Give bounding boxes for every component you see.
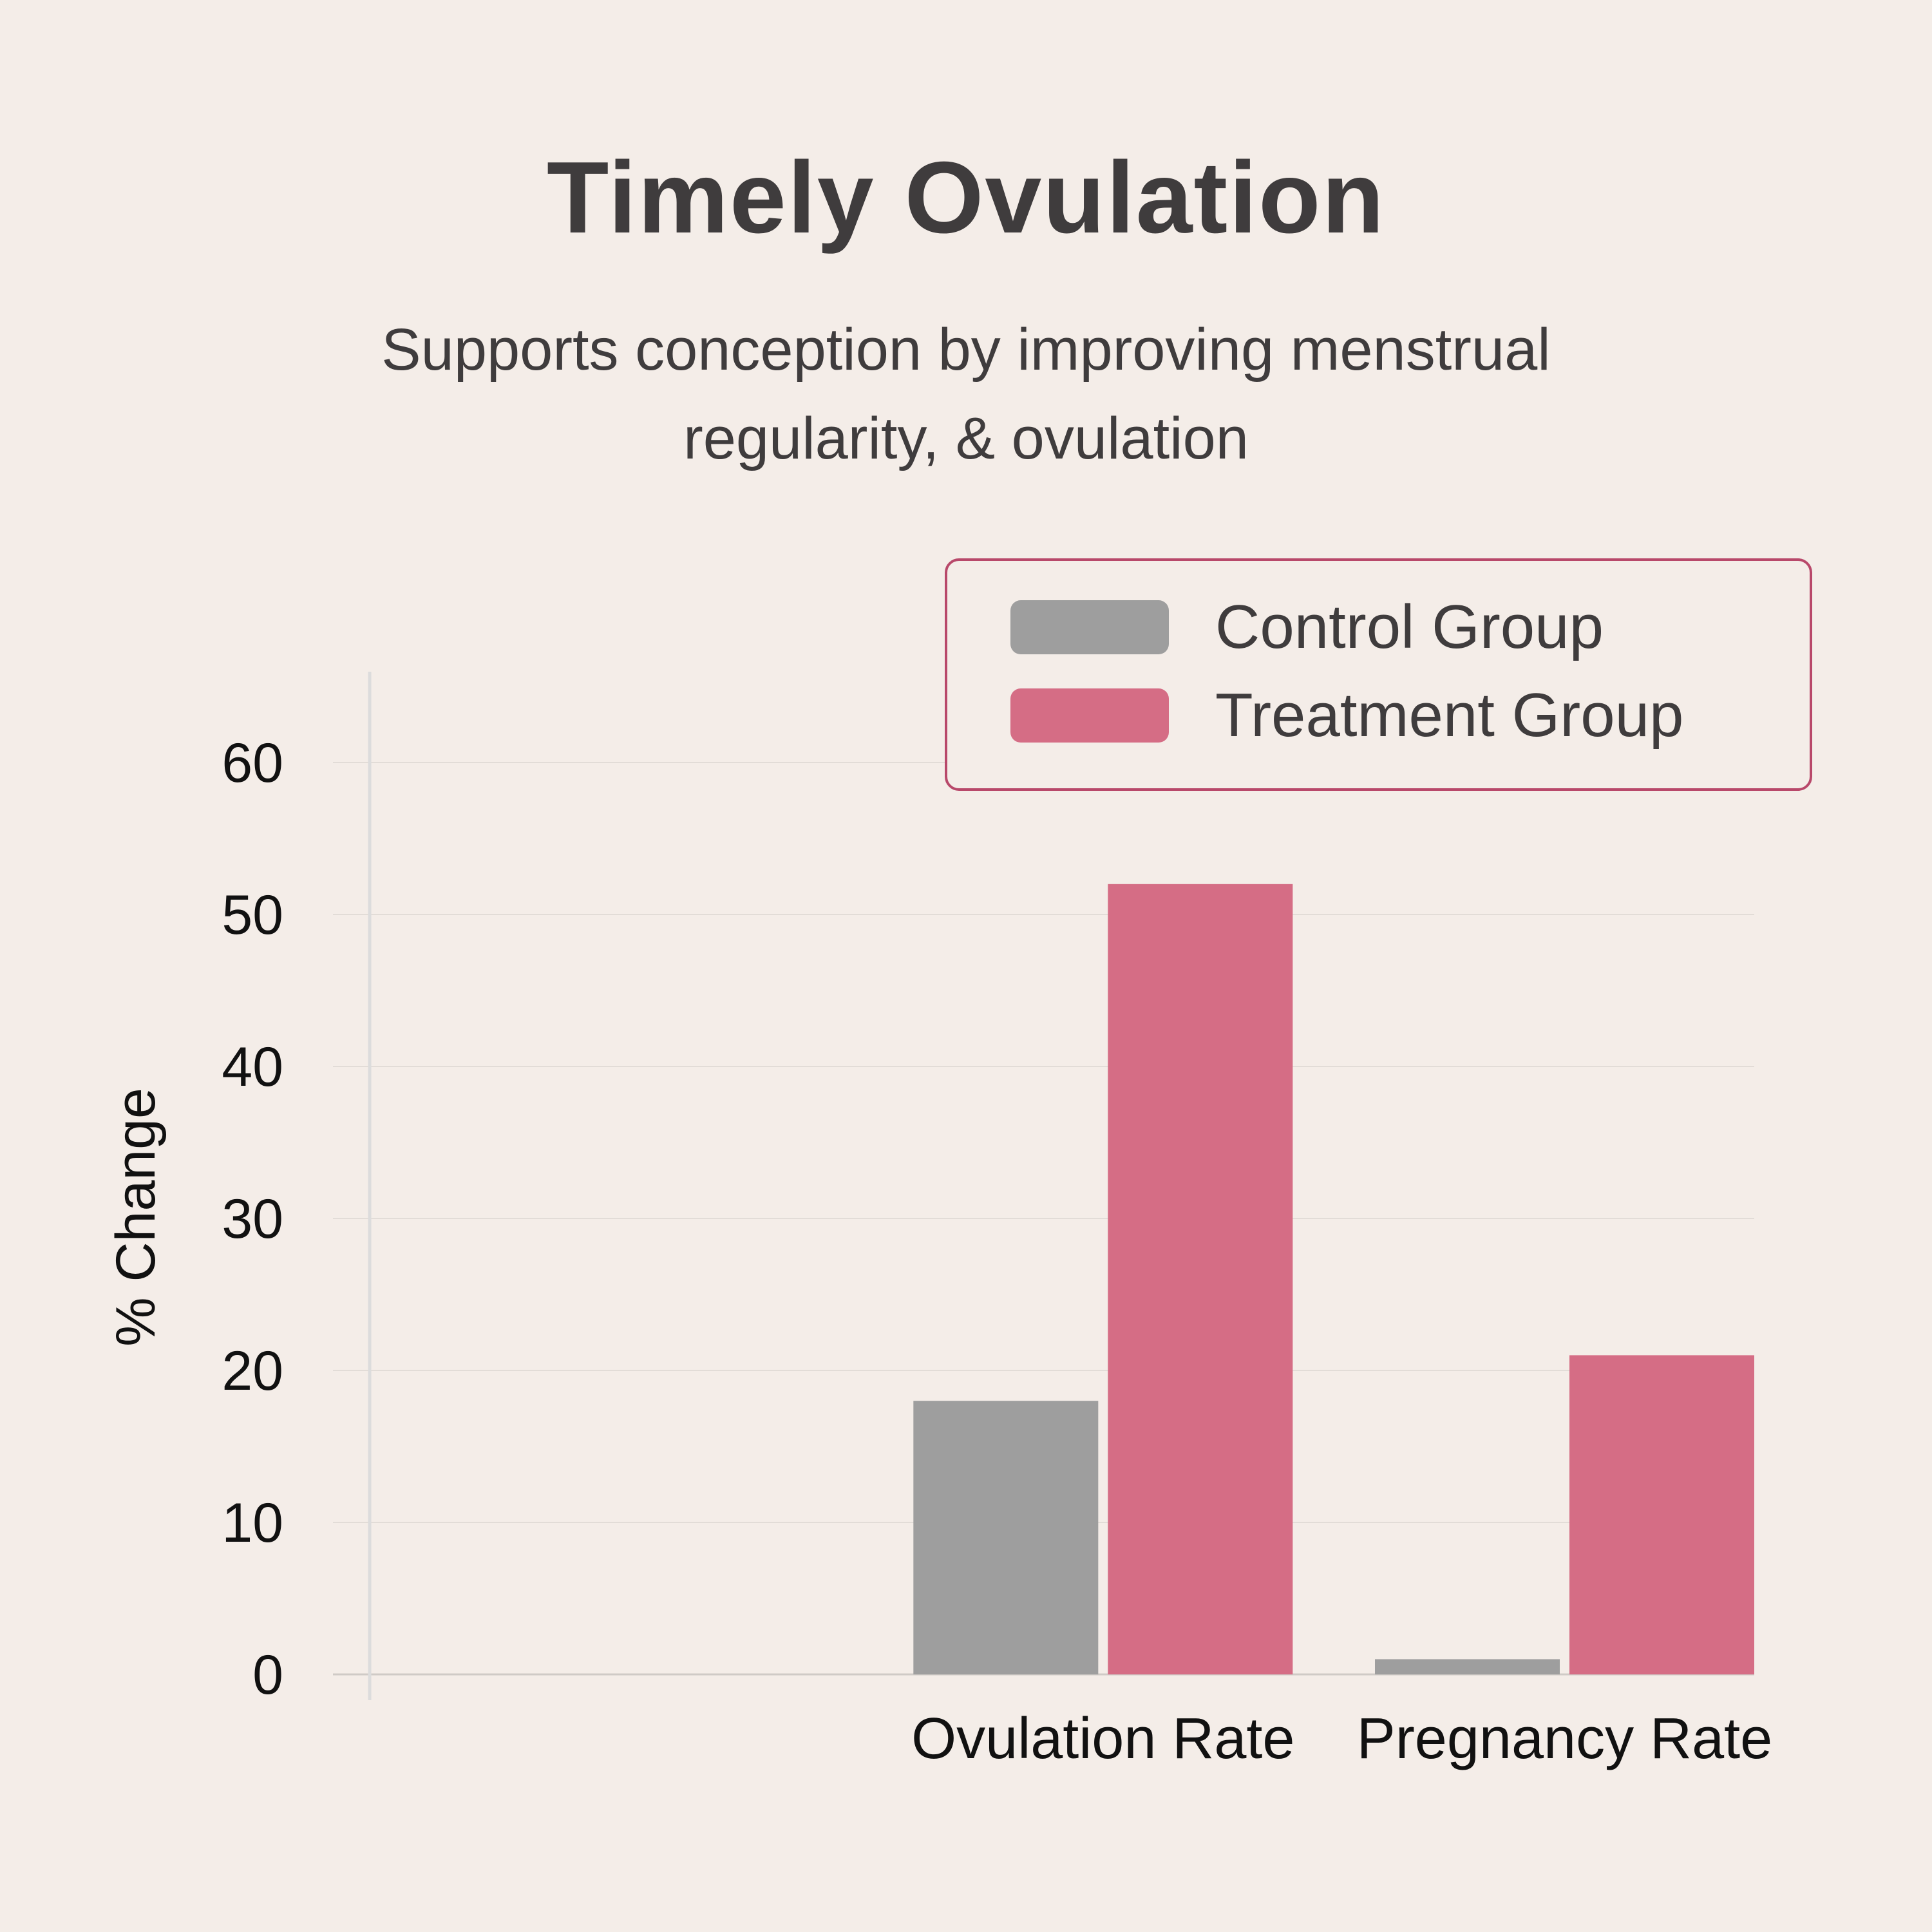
y-tick-label: 10 — [222, 1492, 283, 1554]
y-tick-labels: 0 10 20 30 40 50 60 — [222, 732, 283, 1706]
y-tick-label: 20 — [222, 1340, 283, 1402]
bar-control-group-ovulation-rate — [913, 1401, 1099, 1674]
y-tick-label: 40 — [222, 1036, 283, 1098]
legend-swatch-treatment — [1010, 688, 1169, 743]
y-tick-label: 50 — [222, 884, 283, 946]
bar-treatment-group-ovulation-rate — [1108, 884, 1293, 1674]
bars — [913, 884, 1754, 1674]
legend: Control Group Treatment Group — [945, 558, 1812, 791]
legend-label-control: Control Group — [1215, 592, 1604, 661]
x-category-label: Pregnancy Rate — [1357, 1707, 1772, 1771]
y-tick-label: 0 — [252, 1644, 283, 1706]
y-tick-label: 30 — [222, 1188, 283, 1250]
chart-title: Timely Ovulation — [546, 141, 1386, 254]
y-axis-title: % Change — [105, 1088, 167, 1347]
legend-label-treatment: Treatment Group — [1215, 681, 1684, 750]
legend-item-treatment[interactable]: Treatment Group — [1010, 681, 1684, 750]
legend-swatch-control — [1010, 600, 1169, 654]
chart-subtitle-line-2: regularity, & ovulation — [683, 406, 1249, 471]
chart-subtitle-line-1: Supports conception by improving menstru… — [381, 317, 1551, 383]
x-category-label: Ovulation Rate — [911, 1707, 1294, 1771]
bar-control-group-pregnancy-rate — [1375, 1659, 1560, 1674]
y-tick-label: 60 — [222, 732, 283, 794]
x-category-labels: Ovulation Rate Pregnancy Rate — [911, 1707, 1772, 1771]
bar-treatment-group-pregnancy-rate — [1569, 1355, 1754, 1674]
legend-item-control[interactable]: Control Group — [1010, 596, 1604, 658]
